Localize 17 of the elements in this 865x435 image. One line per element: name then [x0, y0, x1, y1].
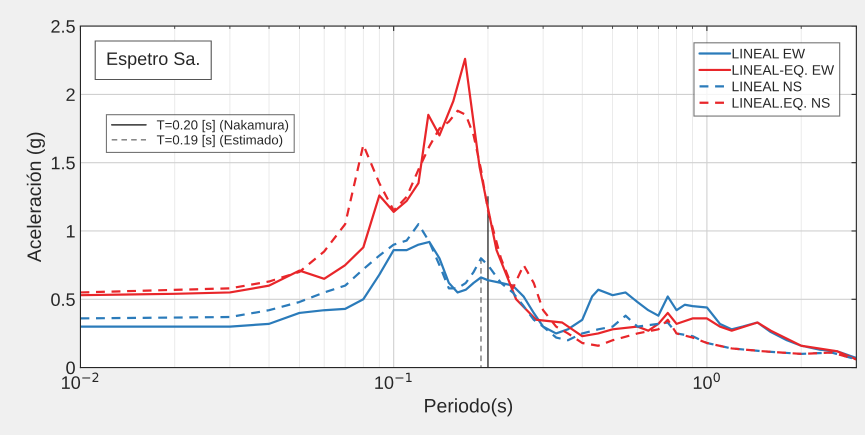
y-tick-label: 1.5	[52, 156, 75, 170]
y-axis-title: Aceleración (g)	[26, 132, 45, 262]
y-tick-label: 1	[66, 225, 75, 238]
legend-label: LINEAL.EQ. NS	[732, 98, 830, 110]
legend-label: T=0.20 [s] (Nakamura)	[156, 120, 288, 132]
legend-label: LINEAL NS	[732, 82, 802, 92]
legend-label: LINEAL EW	[732, 48, 806, 58]
x-tick-label: 10$^{−1}$	[375, 372, 412, 390]
y-tick-label: 2	[66, 88, 75, 101]
y-tick-label: 0	[66, 362, 75, 374]
annotation: Espetro Sa.	[108, 52, 199, 69]
x-axis-title: Periodo(s)	[425, 398, 512, 416]
legend-label: LINEAL-EQ. EW	[732, 65, 834, 78]
legend-label: T=0.19 [s] (Estimado)	[156, 134, 282, 148]
x-tick-label: 10$^{0}$	[694, 372, 720, 390]
y-tick-label: 0.5	[51, 293, 75, 306]
y-tick-label: 2.5	[51, 20, 75, 33]
